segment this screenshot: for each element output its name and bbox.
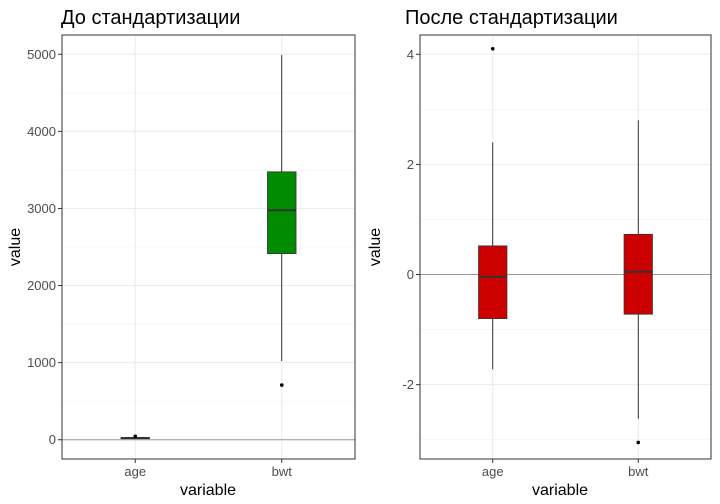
boxplots <box>120 55 297 440</box>
x-axis-label: variable <box>532 482 588 499</box>
y-tick-label: 2 <box>407 157 414 172</box>
x-axis-ticks: age bwt <box>482 459 649 479</box>
y-tick-label: 0 <box>49 432 56 447</box>
x-tick-label: bwt <box>628 464 649 479</box>
outlier-point <box>636 440 641 445</box>
x-axis-ticks: age bwt <box>124 459 292 479</box>
y-tick-label: 0 <box>407 267 414 282</box>
y-tick-label: 2000 <box>27 278 56 293</box>
boxplot-age <box>478 46 508 370</box>
chart-title: После стандартизации <box>405 7 618 29</box>
outlier-point <box>279 383 284 387</box>
box <box>623 233 653 315</box>
x-axis-label: variable <box>180 482 236 499</box>
y-axis-label: value <box>367 228 384 266</box>
chart-panel-after-standardization: После стандартизации -2 0 2 4 age bwt variab… <box>367 7 712 499</box>
y-axis-label: value <box>7 228 24 266</box>
outlier-point <box>490 46 495 51</box>
x-tick-label: age <box>482 464 504 479</box>
boxplots <box>478 46 653 445</box>
y-tick-label: 4 <box>407 47 414 62</box>
gridlines <box>62 35 355 459</box>
y-tick-label: -2 <box>402 377 414 392</box>
outlier-point <box>133 434 138 439</box>
y-tick-label: 3000 <box>27 201 56 216</box>
box <box>478 245 508 319</box>
boxplot-bwt <box>267 55 297 387</box>
y-axis-ticks: 0 1000 2000 3000 4000 5000 <box>27 47 62 447</box>
y-tick-label: 5000 <box>27 47 56 62</box>
boxplot-age <box>120 434 150 440</box>
plot-border <box>419 34 712 460</box>
y-tick-label: 1000 <box>27 355 56 370</box>
plot-background <box>420 35 711 459</box>
y-axis-ticks: -2 0 2 4 <box>402 47 420 392</box>
box <box>267 171 297 255</box>
chart-panel-before-standardization: До стандартизации 010002000300040005000 … <box>7 7 356 499</box>
chart-title: До стандартизации <box>61 7 240 29</box>
y-tick-label: 4000 <box>27 124 56 139</box>
plot-border <box>61 34 356 460</box>
x-tick-label: bwt <box>272 464 293 479</box>
x-tick-label: age <box>124 464 146 479</box>
boxplot-bwt <box>623 120 653 445</box>
